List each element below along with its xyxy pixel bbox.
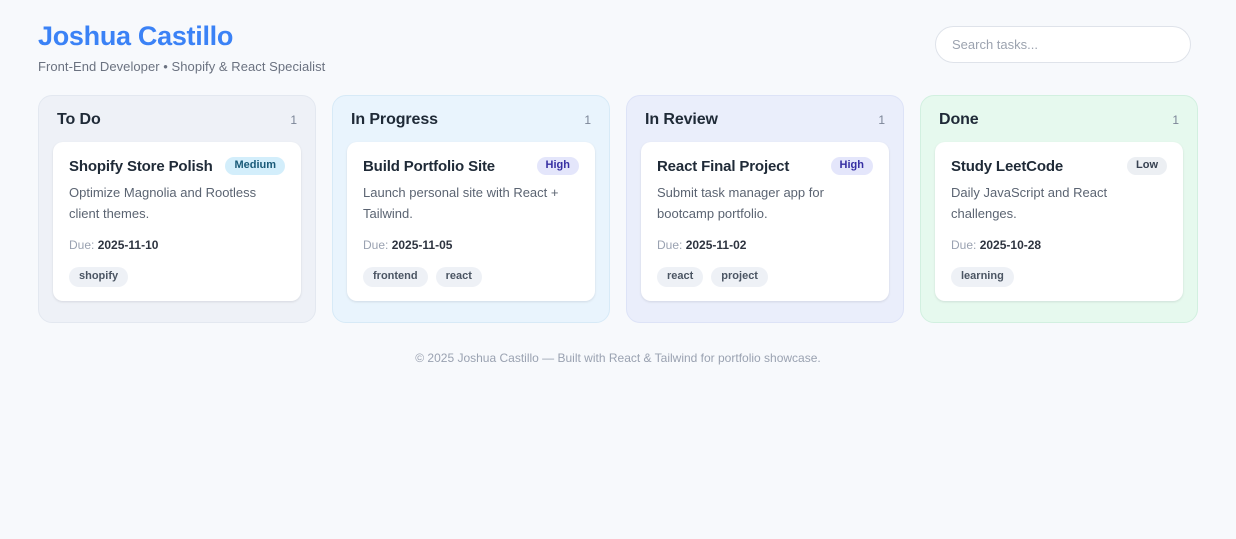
priority-badge: High [536,157,579,176]
brand-block: Joshua Castillo Front-End Developer • Sh… [38,18,325,74]
task-tag[interactable]: project [711,266,768,287]
column-count: 1 [878,113,885,128]
column-title: Done [939,111,979,129]
column-count: 1 [1172,113,1179,128]
task-due-date: 2025-11-02 [685,237,747,252]
task-tag[interactable]: frontend [363,266,428,287]
page-footer: © 2025 Joshua Castillo — Built with Reac… [415,351,821,366]
page-subtitle: Front-End Developer • Shopify & React Sp… [38,59,326,75]
search-input[interactable] [935,26,1191,63]
column-count: 1 [290,113,297,128]
task-card-header: Study LeetCode Low [951,157,1167,176]
task-due: Due: 2025-11-05 [363,238,579,252]
task-description: Daily JavaScript and React challenges. [951,185,1108,221]
column-count: 1 [584,113,591,128]
column-title: In Review [645,111,718,129]
priority-badge: Low [1127,157,1167,176]
task-tags: react project [657,266,873,287]
task-due-label: Due: [69,237,95,252]
task-tag[interactable]: react [657,266,704,287]
task-title: React Final Project [657,157,790,175]
task-due-label: Due: [951,237,977,252]
task-title: Shopify Store Polish [69,157,213,175]
task-tag[interactable]: shopify [69,266,129,287]
task-title: Build Portfolio Site [363,157,495,175]
page-header: Joshua Castillo Front-End Developer • Sh… [0,0,1236,74]
task-tags: learning [951,266,1167,287]
column-header: In Review 1 [641,110,889,129]
task-due: Due: 2025-11-10 [69,238,285,252]
kanban-board: To Do 1 Shopify Store Polish Medium Optimize… [0,74,1236,324]
priority-badge: Medium [225,157,285,176]
kanban-column[interactable]: In Progress 1 Build Portfolio Site High Laun… [332,95,610,324]
task-due-date: 2025-10-28 [979,237,1042,252]
column-header: Done 1 [935,110,1183,129]
kanban-column[interactable]: Done 1 Study LeetCode Low Daily JavaScript a… [920,95,1198,324]
task-due: Due: 2025-10-28 [951,238,1167,252]
task-card[interactable]: React Final Project High Submit task manag… [641,142,889,301]
task-card-header: Build Portfolio Site High [363,157,579,176]
task-title: Study LeetCode [951,157,1064,175]
column-header: In Progress 1 [347,110,595,129]
task-card[interactable]: Shopify Store Polish Medium Optimize Magno… [53,142,301,301]
column-title: In Progress [351,111,438,129]
task-due-date: 2025-11-05 [391,237,453,252]
search-wrap [935,18,1191,63]
task-tags: shopify [69,266,285,287]
task-card-header: React Final Project High [657,157,873,176]
column-title: To Do [57,111,101,129]
kanban-column[interactable]: To Do 1 Shopify Store Polish Medium Optimize… [38,95,316,324]
task-tag[interactable]: react [435,266,482,287]
page-title: Joshua Castillo [38,21,234,51]
task-due-label: Due: [363,237,389,252]
task-description: Launch personal site with React + Tailwi… [363,185,559,221]
task-due: Due: 2025-11-02 [657,238,873,252]
priority-badge: High [830,157,873,176]
task-tags: frontend react [363,266,579,287]
task-card[interactable]: Build Portfolio Site High Launch personal … [347,142,595,301]
task-tag[interactable]: learning [951,266,1014,287]
task-due-date: 2025-11-10 [97,237,159,252]
column-header: To Do 1 [53,110,301,129]
task-description: Optimize Magnolia and Rootless client th… [69,185,257,221]
task-due-label: Due: [657,237,683,252]
task-card-header: Shopify Store Polish Medium [69,157,285,176]
kanban-column[interactable]: In Review 1 React Final Project High Submit … [626,95,904,324]
task-card[interactable]: Study LeetCode Low Daily JavaScript and Re… [935,142,1183,301]
task-description: Submit task manager app for bootcamp por… [657,185,824,221]
